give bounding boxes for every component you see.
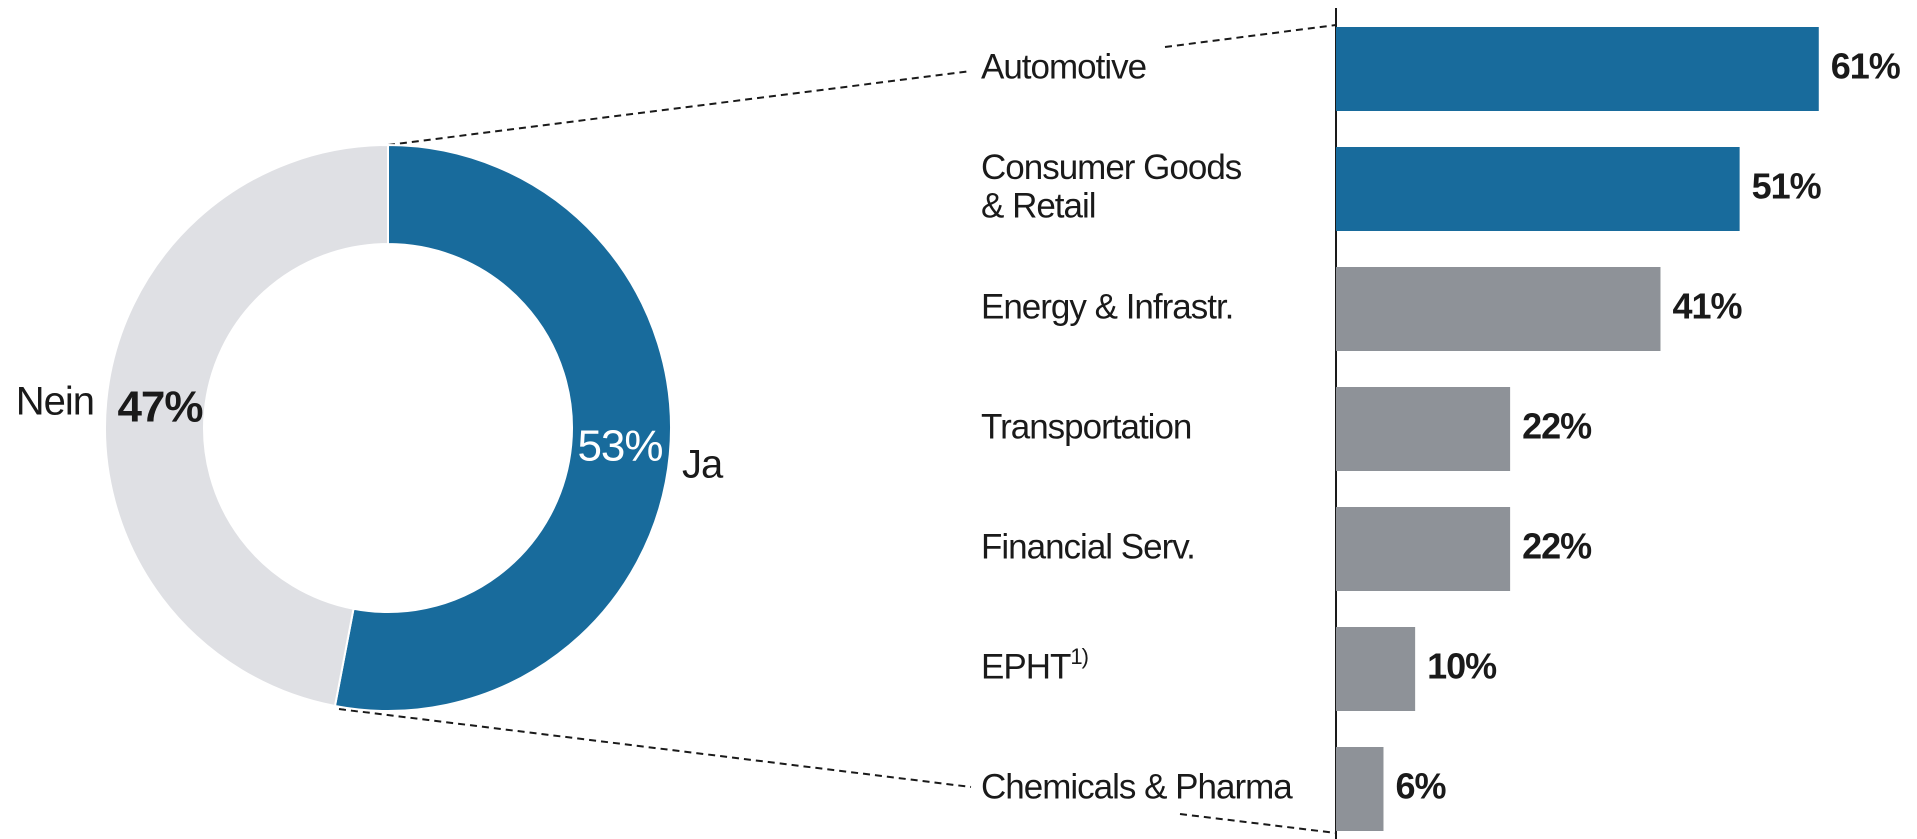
connector — [1179, 813, 1337, 834]
connector — [1164, 24, 1337, 48]
value-label: 22% — [1522, 526, 1592, 567]
bar — [1336, 627, 1416, 711]
bar — [1336, 747, 1384, 831]
value-label: 41% — [1672, 286, 1742, 327]
value-label: 53% — [577, 422, 662, 471]
footnote-mark: 1) — [1070, 644, 1088, 669]
connector — [338, 708, 972, 788]
donut-segment — [104, 143, 389, 708]
value-label: 61% — [1831, 46, 1901, 87]
bar — [1336, 147, 1740, 231]
category-label: Consumer Goods & Retail — [981, 148, 1242, 226]
connector — [387, 70, 972, 146]
bar — [1336, 27, 1819, 111]
category-label: EPHT1) — [981, 644, 1088, 686]
bar — [1336, 267, 1661, 351]
value-label: 51% — [1752, 166, 1822, 207]
category-label: Automotive — [981, 47, 1146, 86]
value-label: 6% — [1395, 766, 1446, 807]
category-label: Transportation — [981, 407, 1191, 446]
category-label: Nein — [16, 380, 94, 424]
bar — [1336, 507, 1511, 591]
value-label: 10% — [1427, 646, 1497, 687]
category-label: Chemicals & Pharma — [981, 767, 1293, 806]
value-label: 22% — [1522, 406, 1592, 447]
category-label: Energy & Infrastr. — [981, 287, 1233, 326]
bar — [1336, 387, 1511, 471]
category-label: Financial Serv. — [981, 527, 1195, 566]
category-label: Ja — [682, 443, 724, 487]
donut-segment — [333, 143, 672, 712]
value-label: 47% — [117, 383, 202, 432]
